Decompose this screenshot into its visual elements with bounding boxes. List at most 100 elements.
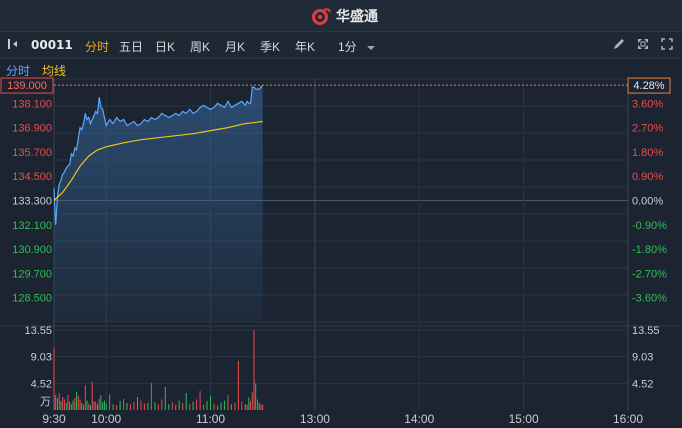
volume-bar [147, 402, 149, 410]
volume-bar [171, 402, 173, 410]
volume-bar [93, 401, 95, 410]
y-tick-label-left: 129.700 [12, 268, 52, 280]
y-tick-label-right: -0.90% [632, 220, 667, 232]
volume-bar [250, 401, 251, 410]
volume-bar [62, 397, 64, 410]
volume-bar [133, 401, 135, 410]
volume-bar [86, 400, 88, 410]
volume-bar [234, 402, 236, 410]
volume-bar [63, 399, 65, 410]
volume-bar [161, 399, 163, 410]
tab-yearly-k[interactable]: 年K [295, 40, 316, 54]
tab-average-line[interactable]: 均线 [42, 64, 67, 78]
volume-bar [105, 403, 107, 410]
average-line [53, 120, 263, 201]
volume-bar [168, 404, 170, 410]
y-tick-label-left: 130.900 [12, 244, 52, 256]
volume-bar [143, 403, 145, 410]
toolbar: 00011 分时 五日 日K 周K 月K 季K 年K 1分 [0, 32, 682, 59]
fullscreen-icon[interactable] [660, 37, 674, 51]
y-tick-label-right: 0.00% [632, 196, 663, 208]
volume-bar [112, 404, 114, 410]
x-tick-label: 14:00 [404, 412, 434, 426]
volume-bar [58, 393, 60, 410]
tab-monthly-k[interactable]: 月K [225, 40, 246, 54]
volume-bar [137, 397, 138, 410]
y-tick-label-right: 1.80% [632, 147, 663, 159]
volume-bar [257, 399, 258, 410]
volume-bar [67, 394, 69, 410]
volume-bar [213, 403, 215, 410]
current-price-badge [0, 77, 54, 94]
volume-bar [79, 399, 81, 410]
volume-bar [84, 385, 86, 410]
tab-five-day[interactable]: 五日 [119, 40, 144, 54]
volume-bar [203, 404, 205, 410]
stock-symbol: 00011 [31, 38, 73, 52]
y-tick-label-right: -2.70% [632, 268, 667, 280]
volume-bar [255, 383, 257, 410]
collapse-panel-icon[interactable] [6, 37, 20, 51]
volume-bar [53, 348, 55, 410]
volume-tick-label-right: 4.52 [632, 378, 653, 390]
volume-bar [251, 392, 253, 410]
y-tick-label-right: 0.90% [632, 171, 663, 183]
interval-select[interactable]: 1分 [338, 38, 376, 55]
tab-daily-k[interactable]: 日K [155, 40, 176, 54]
volume-bar [248, 397, 250, 410]
volume-bar [192, 401, 194, 410]
price-badges: 139.000 4.28% [0, 77, 671, 94]
price-line [53, 84, 264, 225]
x-tick-label: 10:00 [91, 412, 121, 426]
interval-value: 1分 [338, 40, 357, 54]
volume-bar [199, 391, 201, 410]
volume-bar [116, 405, 118, 410]
volume-bar [95, 401, 97, 410]
volume-bar [223, 400, 225, 410]
x-tick-label: 11:00 [196, 412, 225, 426]
volume-bar [150, 382, 152, 410]
volume-bar [253, 330, 255, 410]
tab-intraday-line[interactable]: 分时 [6, 64, 31, 78]
x-tick-label: 9:30 [42, 412, 66, 426]
indicator-bar: 分时 均线 [0, 59, 682, 79]
volume-bar [97, 404, 98, 410]
tab-intraday[interactable]: 分时 [85, 40, 110, 54]
volume-bar [70, 404, 72, 410]
volume-bar [262, 404, 264, 410]
axis-labels: 138.100 136.900 135.700 134.500 133.300 132.1… [12, 98, 667, 426]
volume-bar [60, 401, 62, 410]
tab-weekly-k[interactable]: 周K [190, 40, 211, 54]
expand-icon[interactable] [636, 37, 650, 51]
chevron-down-icon [367, 45, 376, 50]
volume-bar [175, 404, 177, 410]
pencil-icon[interactable] [612, 37, 626, 51]
volume-bar [72, 400, 74, 410]
volume-bar [119, 401, 121, 410]
price-area [54, 85, 263, 322]
volume-bar [210, 395, 211, 410]
volume-bar [91, 381, 93, 410]
y-tick-label-right: -1.80% [632, 244, 667, 256]
current-price-label: 139.000 [7, 80, 47, 92]
volume-tick-label-left: 13.55 [24, 325, 52, 337]
volume-tick-label-left: 4.52 [31, 378, 52, 390]
y-tick-label-left: 135.700 [12, 147, 52, 159]
volume-bar [230, 404, 232, 410]
volume-bar [102, 402, 104, 410]
volume-bar [189, 404, 191, 410]
volume-tick-label-left: 9.03 [31, 352, 52, 364]
volume-bar [157, 404, 159, 410]
volume-bar [123, 398, 125, 410]
volume-bar [164, 387, 166, 410]
y-tick-label-left: 133.300 [12, 196, 52, 208]
volume-bar [206, 401, 208, 410]
volume-bar [57, 398, 58, 410]
y-tick-label-right: 3.60% [632, 98, 663, 110]
volume-bar [258, 402, 260, 410]
tab-quarterly-k[interactable]: 季K [260, 40, 281, 54]
volume-bar [244, 404, 246, 410]
volume-bar [100, 395, 102, 410]
volume-bar [109, 394, 111, 410]
